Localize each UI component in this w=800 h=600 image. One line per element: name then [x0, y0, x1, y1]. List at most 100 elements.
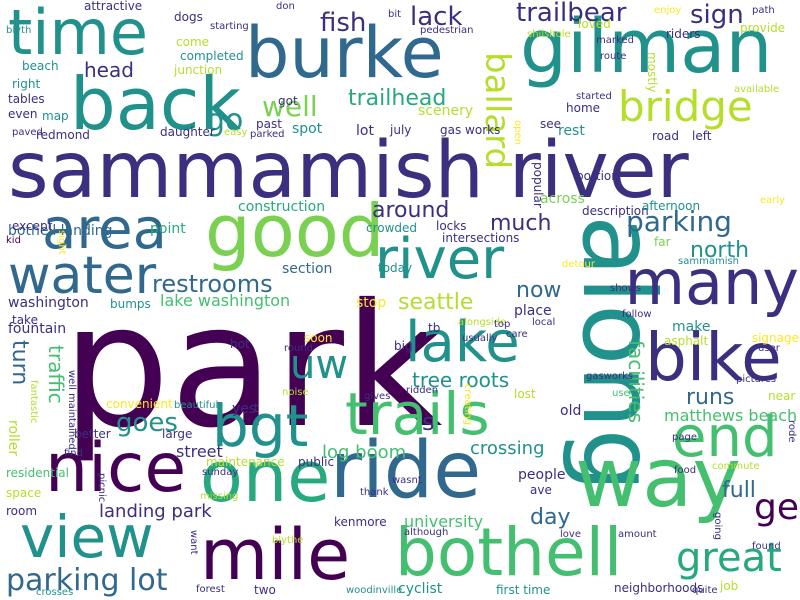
word-around: around — [372, 198, 450, 223]
word-matthews-beach: matthews beach — [664, 406, 798, 425]
word-ridden: ridden — [406, 385, 439, 396]
word-mostly: mostly — [645, 52, 659, 93]
word-time: time — [8, 0, 149, 69]
word-afternoon: afternoon — [642, 199, 701, 213]
word-available: available — [734, 84, 780, 95]
word-see: see — [540, 117, 562, 131]
word-mile: mile — [200, 514, 351, 596]
word-detour: detour — [562, 259, 595, 270]
word-even: even — [8, 107, 38, 121]
word-blythe: blythe — [272, 535, 304, 546]
word-use: use — [612, 388, 630, 399]
word-intersections: intersections — [442, 231, 520, 245]
word-pictures: pictures — [736, 374, 777, 385]
word-job: job — [720, 579, 739, 593]
word-go: go — [206, 103, 244, 138]
word-find: find — [64, 448, 83, 459]
word-view: view — [20, 503, 154, 571]
word-attractive: attractive — [84, 0, 143, 13]
word-woodinville: woodinville — [346, 585, 403, 596]
word-goes: goes — [116, 408, 178, 438]
word-redmond: redmond — [36, 128, 90, 142]
word-beach: beach — [22, 59, 59, 73]
word-started: started — [576, 91, 612, 102]
word-lake: lake — [405, 310, 520, 375]
word-paved: paved — [12, 127, 43, 138]
word-thank: thank — [360, 487, 389, 498]
word-residential: residential — [6, 466, 69, 480]
word-sunday: sunday — [202, 467, 239, 478]
word-got: got — [278, 94, 298, 108]
word-roller: roller — [5, 420, 21, 457]
word-good: good — [205, 189, 385, 273]
word-shilshole: shilshole — [527, 29, 571, 40]
word-wasnt: wasnt — [392, 475, 422, 486]
word-trails: trails — [345, 380, 490, 448]
word-crowded: crowded — [366, 221, 418, 235]
word-washington: washington — [8, 295, 89, 311]
word-rest: rest — [558, 123, 585, 139]
word-old: old — [560, 403, 582, 419]
word-top: top — [494, 319, 511, 330]
word-sight: sight — [56, 230, 67, 255]
word-bothell: bothell — [395, 514, 623, 591]
word-point: point — [150, 221, 186, 237]
word-pedestrian: pedestrian — [420, 25, 474, 36]
word-creating: creating — [462, 384, 473, 426]
word-first-time: first time — [496, 583, 551, 597]
word-back: back — [70, 62, 242, 146]
word-bit: bit — [388, 9, 402, 20]
word-blyth: blyth — [6, 25, 32, 36]
word-dogs: dogs — [174, 10, 203, 24]
word-found: found — [752, 541, 781, 552]
word-turn: turn — [7, 340, 32, 386]
word-bridge: bridge — [618, 82, 753, 131]
word-crossing: crossing — [470, 438, 545, 459]
word-bumps: bumps — [110, 297, 151, 311]
word-full: full — [722, 478, 756, 503]
word-locks: locks — [436, 219, 467, 233]
word-trailhead: trailhead — [348, 86, 447, 111]
word-portion: portion — [576, 169, 619, 183]
word-enjoy: enjoy — [654, 5, 682, 16]
word-many: many — [624, 246, 799, 319]
word-lot: lot — [356, 123, 374, 139]
word-lost: lost — [514, 387, 536, 401]
word-follow: follow — [622, 309, 652, 320]
word-loved: loved — [578, 17, 611, 31]
word-section: section — [282, 261, 333, 277]
word-cyclist: cyclist — [398, 581, 443, 597]
word-great: great — [676, 535, 782, 581]
word-university: university — [404, 512, 484, 531]
word-park: park — [62, 268, 443, 466]
word-now: now — [516, 278, 562, 303]
word-parked: parked — [250, 129, 285, 140]
word-sammamish-river: sammamish river — [8, 126, 689, 216]
word-maintenance: maintenance — [206, 455, 285, 469]
word-right: right — [12, 77, 41, 91]
word-end: end — [672, 405, 778, 470]
word-parking-lot: parking lot — [6, 563, 168, 598]
word-bike: bike — [645, 319, 782, 396]
word-soon: soon — [304, 331, 333, 345]
word-hot: hot — [230, 337, 250, 351]
word-going: going — [712, 512, 723, 540]
word-road: road — [652, 129, 679, 143]
word-traffic: traffic — [44, 345, 68, 404]
word-signage: signage — [751, 331, 799, 345]
word-one: one — [200, 436, 331, 518]
word-ride: ride — [330, 426, 482, 516]
word-make: make — [672, 319, 711, 335]
word-neighborhoods: neighborhoods — [614, 581, 704, 595]
word-sign: sign — [690, 0, 744, 30]
word-past: past — [256, 117, 282, 131]
word-far: far — [654, 235, 671, 249]
word-convenient: convenient — [106, 397, 173, 411]
word-picnic: picnic — [96, 473, 107, 503]
word-commute: commute — [712, 461, 760, 472]
word-room: room — [6, 504, 38, 518]
word-runs: runs — [686, 385, 735, 410]
word-north: north — [690, 238, 750, 263]
word-t: t — [254, 401, 259, 415]
